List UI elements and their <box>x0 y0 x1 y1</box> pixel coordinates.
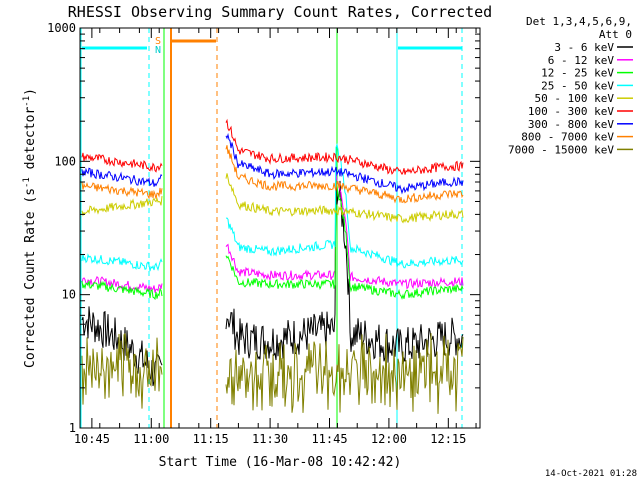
legend-label-1: 6 - 12 keV <box>548 54 615 67</box>
x-tick-label: 11:30 <box>252 432 288 446</box>
series-line-8 <box>81 332 464 414</box>
legend-label-3: 25 - 50 keV <box>541 79 614 92</box>
legend-label-2: 12 - 25 keV <box>541 67 614 80</box>
y-tick-label: 10 <box>62 288 76 302</box>
y-axis-label-sup-1: -1 <box>22 177 32 188</box>
night-flag-label: N <box>155 45 161 56</box>
legend-label-4: 50 - 100 keV <box>535 92 615 105</box>
footer-timestamp: 14-Oct-2021 01:28 <box>545 469 637 479</box>
saa-flag-label: S <box>155 36 161 47</box>
legend-label-8: 7000 - 15000 keV <box>508 143 614 156</box>
chart-title: RHESSI Observing Summary Count Rates, Co… <box>68 3 492 21</box>
series-line-3 <box>81 142 464 272</box>
y-tick-label: 100 <box>54 154 76 168</box>
series-line-4 <box>81 173 464 224</box>
x-tick-label: 12:00 <box>371 432 407 446</box>
legend-header-line-1: Det 1,3,4,5,6,9, <box>526 15 632 28</box>
series-line-6 <box>81 132 464 195</box>
y-tick-label: 1000 <box>47 21 76 35</box>
y-axis-label: Corrected Count Rate (s-1 detector-1) <box>22 88 38 368</box>
series-line-7 <box>81 145 464 204</box>
x-tick-label: 11:45 <box>311 432 347 446</box>
legend-header-line-2: Att 0 <box>599 28 632 41</box>
legend-label-6: 300 - 800 keV <box>528 118 614 131</box>
legend-label-0: 3 - 6 keV <box>554 41 614 54</box>
y-tick-label: 1 <box>69 421 76 435</box>
y-axis-label-mid: detector <box>23 107 38 178</box>
x-tick-label: 11:00 <box>133 432 169 446</box>
x-axis-label: Start Time (16-Mar-08 10:42:42) <box>159 455 402 470</box>
axes: 1 10 100 1000 10:45 11:00 11:15 11:30 11:45 12:00… <box>47 21 481 446</box>
x-tick-label: 11:15 <box>193 432 229 446</box>
legend-label-5: 100 - 300 keV <box>528 105 614 118</box>
plot-frame <box>79 27 481 429</box>
plot-area <box>80 28 464 428</box>
y-axis-label-end: ) <box>23 88 38 96</box>
x-tick-label: 12:15 <box>430 432 466 446</box>
series-line-5 <box>81 118 464 176</box>
y-axis-label-main: Corrected Count Rate (s <box>23 188 38 368</box>
series-line-2 <box>81 179 464 301</box>
legend-label-7: 800 - 7000 keV <box>521 131 614 144</box>
x-tick-label: 10:45 <box>74 432 110 446</box>
y-axis-label-sup-2: -1 <box>22 96 32 107</box>
